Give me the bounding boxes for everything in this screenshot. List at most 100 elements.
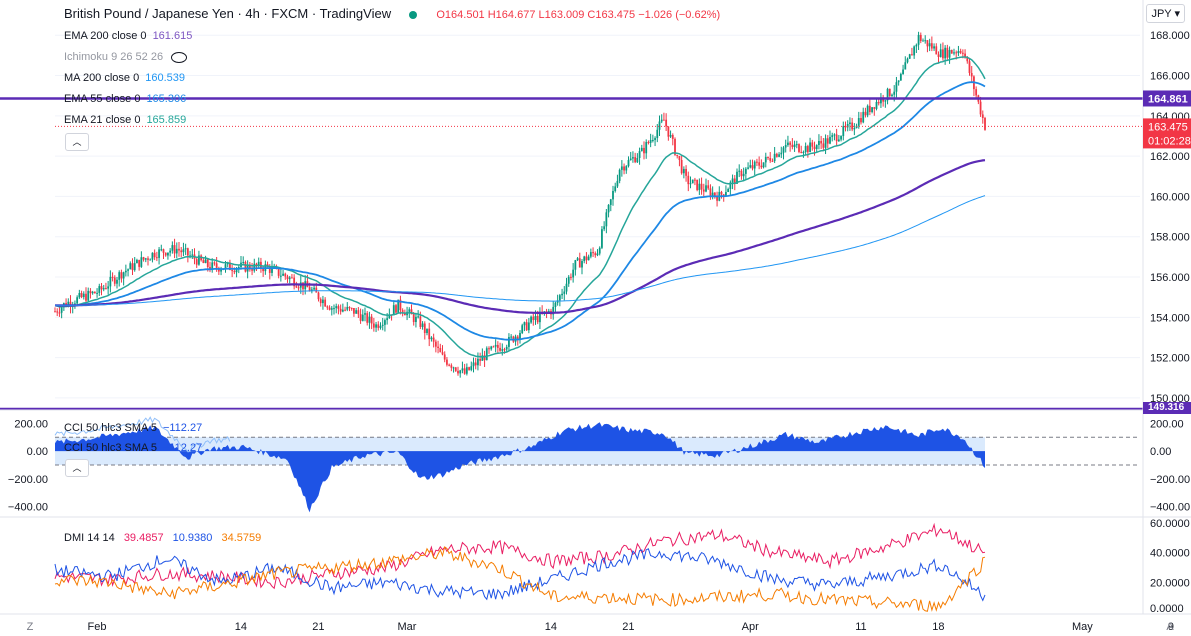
candle-body [195, 259, 198, 265]
candle-body [253, 263, 256, 271]
candle-body [598, 247, 601, 254]
collapse-cci-legend-button[interactable]: ︿ [65, 459, 89, 477]
candle-body [968, 61, 971, 73]
candle-body [767, 156, 769, 158]
legend-dmi[interactable]: DMI 14 14 39.4857 10.9380 34.5759 [64, 531, 261, 545]
candle-body [198, 255, 200, 265]
candle-body [149, 259, 152, 261]
candle-body [844, 126, 847, 128]
candle-body [640, 147, 643, 152]
legend-cci-a[interactable]: CCI 50 hlc3 SMA 5 −112.27 [64, 421, 202, 435]
candle-body [939, 49, 942, 57]
candle-body [248, 264, 251, 270]
legend-ema55[interactable]: EMA 55 close 0 165.306 [64, 92, 186, 106]
candle-body [846, 124, 849, 128]
hidden-eye-icon[interactable] [171, 51, 188, 63]
candle-body [574, 260, 577, 270]
candle-body [928, 43, 931, 47]
candle-body [957, 51, 960, 54]
candle-body [840, 136, 842, 140]
timezone-z-button[interactable]: Z [26, 621, 34, 633]
candle-body [490, 346, 493, 350]
legend-cci-a-value: −112.27 [162, 422, 203, 434]
collapse-legend-button[interactable]: ︿ [65, 133, 89, 151]
candle-body [133, 263, 136, 271]
currency-select[interactable]: JPY ▾ [1146, 4, 1185, 23]
candle-body [857, 118, 860, 126]
candle-body [884, 100, 887, 102]
last-price-tag: 163.475 [1148, 121, 1188, 133]
candle-body [775, 153, 778, 157]
candle-body [361, 314, 364, 321]
candle-body [536, 316, 539, 323]
candle-body [105, 288, 107, 290]
candle-body [477, 358, 479, 366]
candle-body [85, 293, 87, 301]
candle-body [297, 287, 300, 289]
legend-cci-b[interactable]: CCI 50 hlc3 SMA 5 −112.27 [64, 441, 202, 455]
candle-body [421, 323, 424, 327]
candle-body [813, 146, 816, 150]
candle-body [753, 161, 756, 169]
price-tick-label: 154.000 [1150, 312, 1190, 324]
candle-body [87, 290, 90, 301]
chevron-up-icon: ︿ [72, 463, 82, 473]
candle-body [698, 183, 701, 191]
price-tick-label: 152.000 [1150, 353, 1190, 365]
legend-ema21[interactable]: EMA 21 close 0 165.859 [64, 113, 186, 127]
candle-body [56, 311, 59, 313]
candle-body [764, 156, 767, 163]
legend-dmi-v2: 10.9380 [172, 532, 213, 544]
candle-body [124, 270, 127, 273]
candle-body [204, 259, 207, 264]
candle-body [906, 58, 909, 63]
legend-ma200[interactable]: MA 200 close 0 160.539 [64, 71, 185, 85]
candle-body [780, 152, 783, 155]
candle-body [417, 316, 420, 318]
candle-body [917, 34, 920, 45]
candle-body [880, 97, 882, 104]
candle-body [111, 276, 114, 278]
candle-body [519, 333, 521, 339]
candle-body [747, 167, 749, 169]
candle-body [800, 151, 803, 153]
candle-body [809, 142, 811, 153]
candle-body [434, 341, 437, 347]
candle-body [791, 144, 794, 148]
candle-body [811, 142, 814, 147]
candle-body [255, 263, 258, 267]
candle-body [116, 279, 118, 284]
time-tick-label: 14 [235, 621, 247, 633]
candle-body [981, 114, 984, 118]
candle-body [131, 263, 134, 271]
level-price-tag: 164.861 [1148, 93, 1188, 105]
candle-body [671, 134, 674, 139]
candle-body [953, 52, 955, 54]
candle-body [629, 158, 632, 161]
ohlc-values: O164.501 H164.677 L163.009 C163.475 −1.0… [436, 9, 721, 21]
candle-body [333, 308, 335, 310]
auto-scale-button[interactable]: A [1166, 621, 1174, 633]
candle-body [140, 257, 143, 267]
candle-body [636, 157, 639, 163]
price-tick-label: 168.000 [1150, 30, 1190, 42]
candle-body [446, 359, 448, 365]
candle-body [899, 74, 902, 81]
candle-body [897, 80, 900, 83]
lower-level-price-tag-bg [1143, 402, 1191, 414]
legend-ichimoku[interactable]: Ichimoku 9 26 52 26 [64, 50, 188, 64]
candle-body [539, 311, 541, 323]
candle-body [357, 310, 360, 315]
legend-ema200[interactable]: EMA 200 close 0 161.615 [64, 29, 192, 43]
candle-body [561, 293, 563, 296]
candle-body [702, 189, 705, 192]
candle-body [129, 263, 132, 270]
symbol-title[interactable]: British Pound / Japanese Yen · 4h · FXCM… [64, 6, 392, 21]
candle-body [322, 299, 324, 304]
candle-body [871, 107, 873, 113]
candle-body [862, 111, 865, 123]
candle-body [251, 269, 253, 271]
candle-body [328, 307, 331, 310]
candle-body [605, 212, 608, 227]
